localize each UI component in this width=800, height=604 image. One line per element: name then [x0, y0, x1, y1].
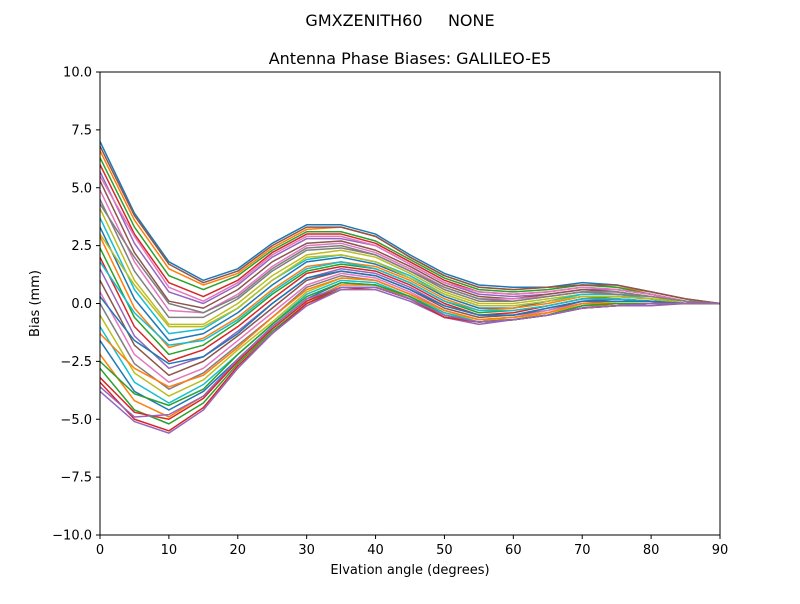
y-tick-label: 7.5 — [71, 123, 92, 138]
series-line — [99, 281, 720, 407]
x-tick-label: 20 — [230, 543, 247, 558]
y-tick-label: 10.0 — [63, 66, 92, 81]
y-tick-label: −10.0 — [52, 529, 92, 544]
y-tick-label: 5.0 — [71, 181, 92, 196]
x-tick-label: 60 — [505, 543, 522, 558]
x-tick-label: 0 — [96, 543, 104, 558]
y-tick-label: 2.5 — [71, 239, 92, 254]
series-line — [99, 286, 720, 418]
series-line — [99, 270, 720, 365]
x-tick-label: 30 — [298, 543, 315, 558]
y-tick-label: 0.0 — [71, 297, 92, 312]
x-tick-label: 40 — [367, 543, 384, 558]
plot-frame — [99, 71, 721, 536]
series-layer — [99, 141, 721, 434]
y-tick-label: −7.5 — [60, 471, 92, 486]
x-axis-ticks: 0 10 20 30 40 50 60 70 80 90 — [96, 535, 728, 558]
figure-suptitle: GMXZENITH60 NONE — [305, 11, 494, 30]
y-tick-label: −5.0 — [60, 413, 92, 428]
y-tick-label: −2.5 — [60, 355, 92, 370]
x-axis-label: Elvation angle (degrees) — [330, 563, 489, 578]
series-line — [99, 203, 721, 314]
y-axis-label: Bias (mm) — [28, 270, 43, 337]
x-tick-label: 80 — [643, 543, 660, 558]
x-tick-label: 90 — [712, 543, 729, 558]
series-line — [99, 233, 720, 328]
series-line — [99, 175, 721, 305]
series-line — [99, 157, 721, 305]
x-tick-label: 10 — [161, 543, 178, 558]
y-axis-ticks: −10.0 −7.5 −5.0 −2.5 0.0 2.5 5.0 7.5 10.0 — [52, 66, 100, 544]
series-line — [99, 145, 721, 305]
series-line — [99, 261, 720, 346]
x-tick-label: 50 — [436, 543, 453, 558]
chart-title: Antenna Phase Biases: GALILEO-E5 — [269, 49, 552, 68]
x-tick-label: 70 — [574, 543, 591, 558]
